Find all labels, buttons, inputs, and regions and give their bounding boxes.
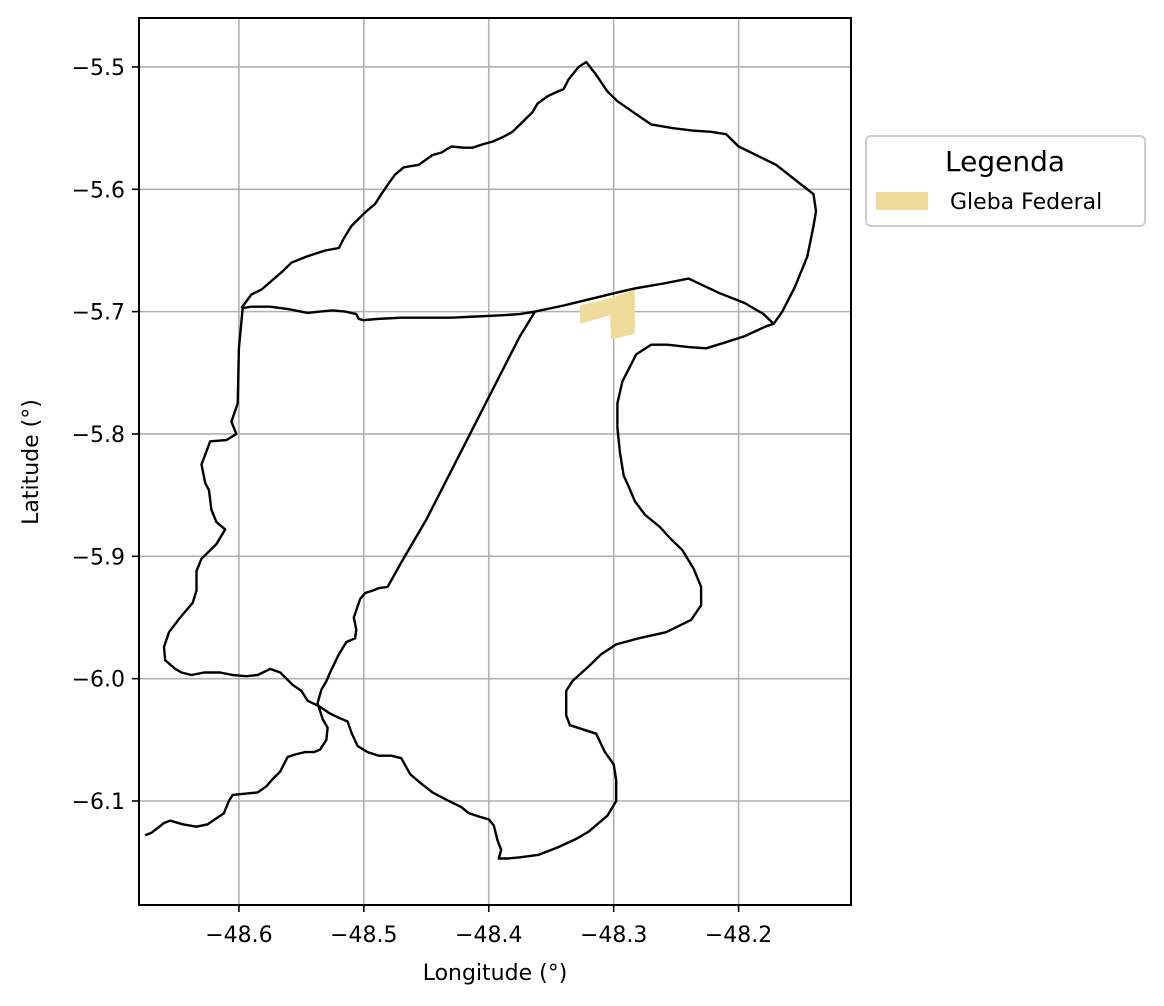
legend-box [865, 135, 1146, 227]
plot-frame [138, 17, 852, 906]
y-axis-title: Latitude (°) [19, 399, 44, 525]
municipality-boundary [144, 60, 818, 860]
y-tick-label-1: −5.6 [72, 178, 125, 203]
x-axis-title: Longitude (°) [423, 961, 568, 986]
y-tick-label-0: −5.5 [72, 56, 125, 81]
gleba-federal-area [579, 289, 635, 340]
y-tick-label-2: −5.7 [72, 301, 125, 326]
legend: Legenda Gleba Federal [865, 135, 1146, 227]
legend-swatch-gleba-federal [876, 192, 928, 210]
map-data [144, 60, 818, 860]
y-tick-label-6: −6.1 [72, 790, 125, 815]
legend-title: Legenda [945, 145, 1065, 178]
x-tick-label-2: −48.4 [455, 923, 522, 948]
x-tick-label-1: −48.5 [330, 923, 397, 948]
x-tick-label-0: −48.6 [205, 923, 272, 948]
y-tick-label-4: −5.9 [72, 545, 125, 570]
legend-label-gleba-federal: Gleba Federal [950, 190, 1102, 215]
grid-lines [139, 18, 851, 905]
x-tick-label-4: −48.2 [705, 923, 772, 948]
y-tick-label-5: −6.0 [72, 668, 125, 693]
x-tick-label-3: −48.3 [580, 923, 647, 948]
axis-ticks: −48.6 −48.5 −48.4 −48.3 −48.2 −5.5 −5.6 −5.7 −5.… [72, 56, 773, 948]
y-tick-label-3: −5.8 [72, 423, 125, 448]
